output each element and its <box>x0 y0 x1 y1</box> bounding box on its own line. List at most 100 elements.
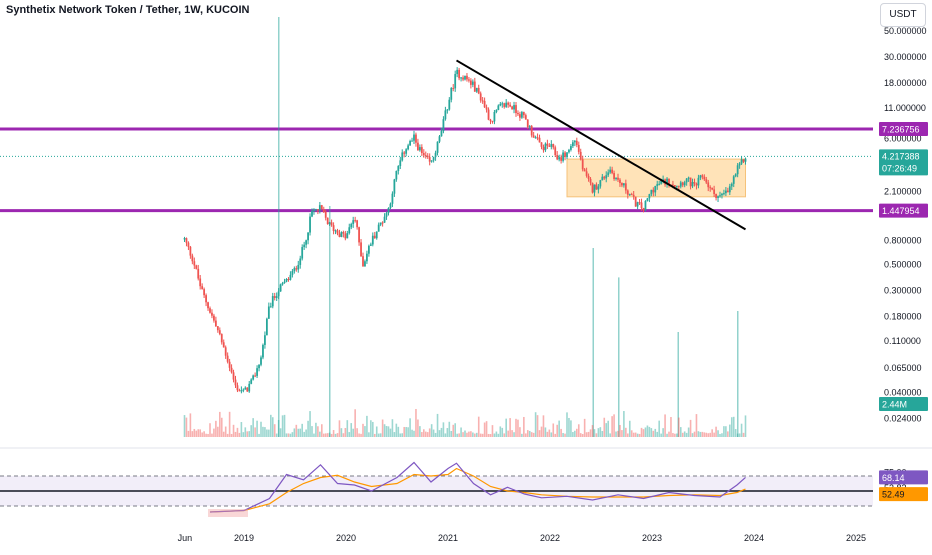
volume-bar <box>332 430 335 437</box>
volume-bar <box>619 424 621 437</box>
volume-bar <box>266 429 268 437</box>
volume-bar <box>487 433 490 437</box>
volume-bar <box>360 433 362 437</box>
volume-bar <box>250 425 252 437</box>
volume-bar <box>595 433 598 437</box>
candle <box>303 244 306 248</box>
volume-bar <box>409 418 411 437</box>
candle <box>430 160 433 162</box>
candle <box>693 182 696 184</box>
volume-bar <box>738 433 741 437</box>
candle <box>444 110 447 120</box>
candle <box>185 238 188 243</box>
candle <box>493 111 496 122</box>
candle <box>267 306 270 319</box>
volume-bar <box>499 426 502 437</box>
volume-bar <box>730 417 733 437</box>
volume-bar <box>736 433 739 437</box>
volume-bar <box>550 432 553 437</box>
volume-bar <box>530 432 533 437</box>
candle <box>632 194 635 197</box>
time-tick-label: Jun <box>178 533 193 543</box>
volume-bar <box>599 427 602 437</box>
volume-bar <box>503 433 506 437</box>
volume-bar <box>321 424 323 437</box>
candle <box>621 183 623 186</box>
volume-bar <box>497 433 500 437</box>
candle <box>679 182 682 187</box>
price-tick-label: 50.000000 <box>884 26 927 36</box>
candle <box>666 178 668 185</box>
candle <box>460 77 462 79</box>
volume-bar <box>568 417 570 437</box>
volume-bar <box>672 433 674 437</box>
volume-bar <box>220 417 223 437</box>
candle <box>585 171 588 176</box>
candle <box>458 69 461 79</box>
candle <box>422 153 425 156</box>
volume-bar <box>470 431 472 437</box>
volume-bar <box>199 429 201 437</box>
candle <box>332 225 335 231</box>
candle <box>464 75 466 80</box>
candle <box>515 105 517 114</box>
volume-bar <box>438 430 441 437</box>
price-tick-label: 0.040000 <box>884 388 922 398</box>
candle <box>448 99 451 110</box>
volume-bar <box>189 413 192 437</box>
trendline[interactable] <box>455 59 747 231</box>
volume-bar <box>297 428 300 437</box>
volume-bar <box>630 430 633 437</box>
candle <box>724 190 727 194</box>
volume-bar <box>326 433 329 437</box>
volume-bar <box>679 427 682 437</box>
volume-bar <box>268 429 270 437</box>
candle <box>626 190 629 195</box>
candle <box>538 137 541 143</box>
candle <box>322 209 325 212</box>
volume-bar <box>446 428 449 437</box>
time-tick-label: 2021 <box>438 533 458 543</box>
volume-bar <box>740 423 743 437</box>
candle <box>373 235 376 239</box>
currency-button[interactable]: USDT <box>880 3 926 27</box>
candle <box>236 385 239 391</box>
rsi-oversold-fill <box>208 509 248 517</box>
volume-bar <box>346 420 349 437</box>
candle <box>601 176 604 181</box>
badge-volume: 2.44M <box>882 400 907 410</box>
candle <box>554 147 557 156</box>
candle <box>532 135 535 138</box>
volume-bar <box>577 424 580 437</box>
candle <box>564 152 566 157</box>
candle <box>683 182 686 186</box>
candle <box>697 177 700 186</box>
candle <box>519 114 521 118</box>
volume-bar <box>634 432 637 437</box>
volume-bar <box>240 422 243 437</box>
volume-bar <box>293 428 296 437</box>
candle <box>573 140 576 143</box>
volume-bar <box>440 427 443 437</box>
volume-bar <box>217 426 219 437</box>
volume-bar <box>275 433 278 437</box>
time-tick-label: 2022 <box>540 533 560 543</box>
volume-bar <box>301 423 303 437</box>
volume-bar <box>554 433 557 437</box>
candle <box>238 390 241 392</box>
time-tick-label: 2024 <box>744 533 764 543</box>
volume-bar <box>638 433 641 437</box>
volume-bar <box>581 433 584 437</box>
candle <box>405 149 408 154</box>
volume-bar <box>495 431 498 437</box>
candle <box>593 184 596 193</box>
volume-bar <box>183 415 186 437</box>
candle <box>734 174 737 177</box>
volume-bar <box>628 420 631 437</box>
volume-bar <box>287 433 290 437</box>
volume-bar <box>462 432 464 437</box>
candle <box>258 364 260 369</box>
candle <box>495 109 498 112</box>
volume-bar <box>552 423 555 437</box>
